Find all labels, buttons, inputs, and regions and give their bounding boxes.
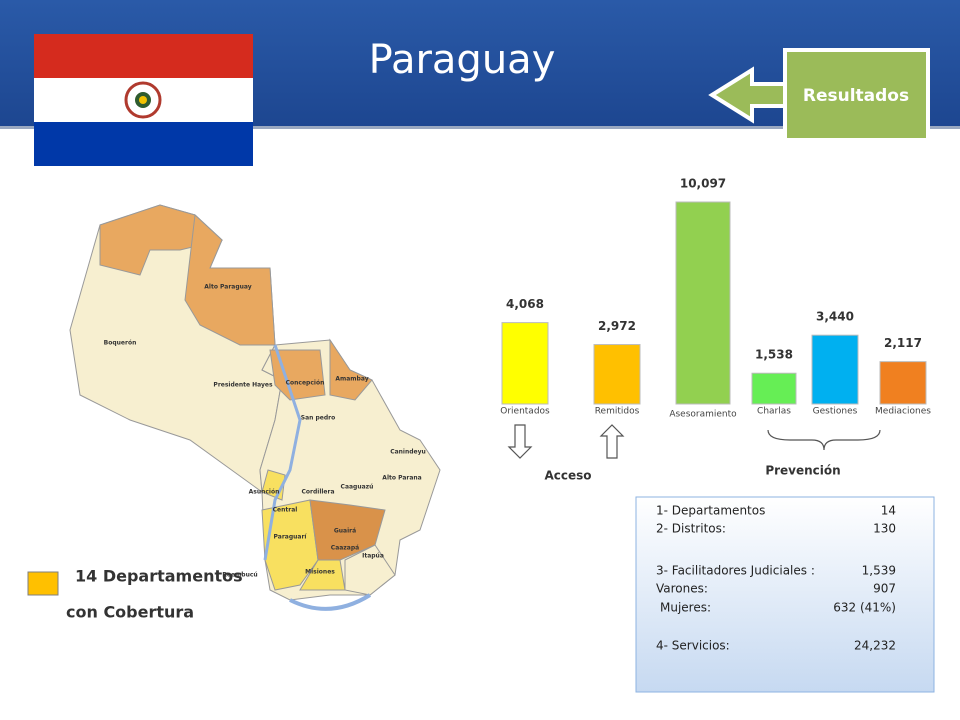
map-label: Itapúa bbox=[362, 553, 384, 560]
stats-label: Varones: bbox=[656, 582, 708, 596]
flag-blue bbox=[34, 122, 253, 166]
header-shadow bbox=[0, 126, 960, 129]
stats-value: 130 bbox=[873, 522, 896, 536]
map-label: Amambay bbox=[335, 376, 368, 383]
map-label: Concepción bbox=[286, 380, 325, 387]
dept-concepcion bbox=[269, 349, 326, 401]
stats-value: 1,539 bbox=[862, 564, 896, 578]
title: Paraguay bbox=[369, 37, 556, 83]
map-label: Caazapá bbox=[331, 545, 359, 552]
map-label: Boquerón bbox=[104, 340, 137, 347]
dept-alto-paraguay-north bbox=[99, 204, 224, 276]
value-label: 4,068 bbox=[506, 297, 544, 311]
value-label: 1,538 bbox=[755, 348, 793, 362]
map-label: Guairá bbox=[334, 528, 356, 535]
category-label: Charlas bbox=[757, 407, 791, 417]
map-label: Asunción bbox=[249, 489, 280, 496]
category-label: Orientados bbox=[500, 407, 550, 417]
stats-value: 632 (41%) bbox=[833, 601, 896, 615]
map-label: Alto Parana bbox=[382, 475, 421, 482]
dept-amambay bbox=[329, 338, 373, 401]
map: Alto Paraguay Boquerón Presidente Hayes Con… bbox=[69, 204, 441, 611]
map-label: Paraguarí bbox=[274, 534, 308, 541]
map-label: Reembucú bbox=[222, 572, 257, 579]
brace bbox=[767, 429, 881, 451]
dept-itapua bbox=[344, 544, 396, 596]
legend-text: con Cobertura bbox=[66, 603, 194, 622]
bar bbox=[501, 322, 549, 405]
stats-label: 2- Distritos: bbox=[656, 522, 726, 536]
map-label: Cordillera bbox=[301, 489, 334, 496]
stats-box bbox=[635, 496, 935, 693]
map-label: Caaguazú bbox=[341, 484, 374, 491]
value-label: 10,097 bbox=[680, 177, 726, 191]
button-box[interactable] bbox=[783, 48, 930, 142]
flag bbox=[34, 34, 253, 166]
map-label: Central bbox=[273, 507, 298, 514]
category-label: Remitidos bbox=[595, 407, 640, 417]
legend-swatch bbox=[27, 571, 59, 596]
value-label: 2,972 bbox=[598, 319, 636, 333]
category-label: Asesoramiento bbox=[669, 410, 737, 420]
flag-red bbox=[34, 34, 253, 78]
group-label: Prevención bbox=[765, 464, 840, 478]
map-label: Presidente Hayes bbox=[213, 382, 273, 389]
stats-label: 4- Servicios: bbox=[656, 639, 730, 653]
value-label: 2,117 bbox=[884, 336, 922, 350]
arrow-down bbox=[507, 424, 533, 459]
bar bbox=[879, 361, 927, 405]
map-label: Canindeyu bbox=[390, 449, 426, 456]
bar bbox=[593, 344, 641, 405]
results-button[interactable]: Resultados bbox=[708, 48, 930, 142]
group-label: Acceso bbox=[544, 469, 591, 483]
stats-label: Mujeres: bbox=[660, 601, 711, 615]
stats-label: 1- Departamentos bbox=[656, 504, 765, 518]
flag-star bbox=[139, 96, 147, 104]
category-label: Mediaciones bbox=[875, 407, 931, 417]
map-label: Misiones bbox=[305, 569, 335, 576]
stats-value: 14 bbox=[881, 504, 896, 518]
bar bbox=[751, 372, 797, 405]
access-arrows bbox=[507, 424, 625, 459]
stats-label: 3- Facilitadores Judiciales : bbox=[656, 564, 815, 578]
button-label[interactable]: Resultados bbox=[803, 86, 909, 106]
stats-value: 24,232 bbox=[854, 639, 896, 653]
bar bbox=[675, 201, 731, 405]
river bbox=[289, 593, 372, 611]
map-label: San pedro bbox=[301, 415, 335, 422]
stats-value: 907 bbox=[873, 582, 896, 596]
river bbox=[263, 344, 302, 561]
map-label: Alto Paraguay bbox=[204, 284, 252, 291]
value-label: 3,440 bbox=[816, 310, 854, 324]
stats: 1- Departamentos 14 2- Distritos: 130 3- Fac… bbox=[656, 504, 896, 653]
category-label: Gestiones bbox=[813, 407, 858, 417]
legend-text: 14 Departamentos bbox=[75, 567, 243, 586]
bar bbox=[811, 334, 859, 405]
arrow-up bbox=[599, 424, 625, 459]
